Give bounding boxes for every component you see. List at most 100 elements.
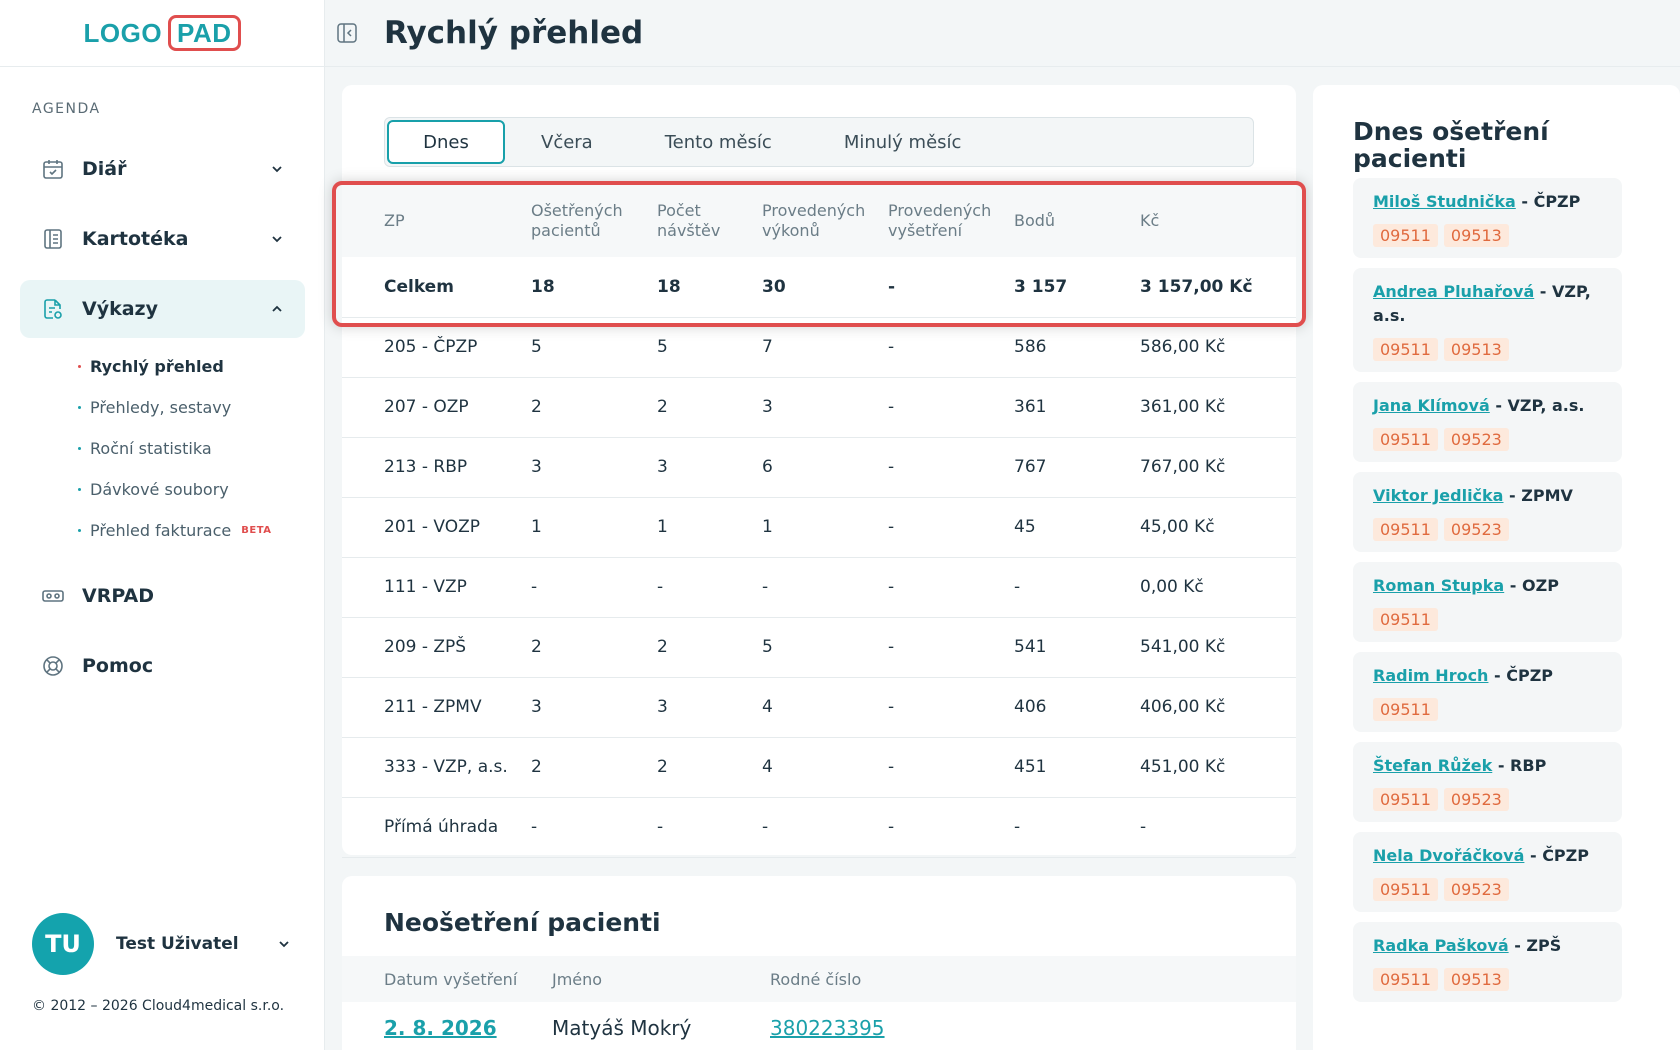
sub-item-prehledy[interactable]: Přehledy, sestavy xyxy=(20,387,305,428)
patient-line: Roman Stupka - OZP xyxy=(1373,574,1602,598)
sub-item-label: Přehled fakturace xyxy=(90,521,232,540)
table-cell: - xyxy=(531,797,657,858)
chevron-down-icon xyxy=(272,166,282,173)
page-title: Rychlý přehled xyxy=(384,15,644,51)
column-header: Provedených výkonů xyxy=(762,185,888,257)
tab-tento-mesic[interactable]: Tento měsíc xyxy=(664,131,772,153)
tab-vcera[interactable]: Včera xyxy=(541,131,593,153)
table-cell: 5 xyxy=(762,617,888,678)
table-cell: 3 157,00 Kč xyxy=(1140,257,1296,318)
sub-item-davkove-soubory[interactable]: Dávkové soubory xyxy=(20,469,305,510)
bullet-icon xyxy=(78,529,81,532)
patient-line: Andrea Pluhařová - VZP, a.s. xyxy=(1373,280,1602,328)
chevron-up-icon xyxy=(272,305,282,312)
logo-row: LOGO PAD xyxy=(0,0,324,67)
logo-box: PAD xyxy=(168,15,241,51)
birth-number-link[interactable]: 380223395 xyxy=(770,1016,885,1040)
procedure-code-badge: 09511 xyxy=(1373,698,1438,721)
untreated-title: Neošetření pacienti xyxy=(384,908,661,937)
table-cell: 111 - VZP xyxy=(342,557,531,618)
table-cell: 3 157 xyxy=(1014,257,1140,318)
table-cell: 1 xyxy=(531,497,657,558)
patient-insurance: - ČPZP xyxy=(1524,846,1589,865)
table-cell: - xyxy=(888,737,1014,798)
patient-name-link[interactable]: Roman Stupka xyxy=(1373,576,1505,595)
nav-item-vrpad[interactable]: VRPAD xyxy=(20,567,305,625)
sub-item-label: Rychlý přehled xyxy=(90,357,224,376)
table-cell: 5 xyxy=(657,317,762,378)
table-cell: 211 - ZPMV xyxy=(342,677,531,738)
nav-item-pomoc[interactable]: Pomoc xyxy=(20,637,305,695)
table-cell: 767 xyxy=(1014,437,1140,498)
nav-item-vykazy[interactable]: Výkazy xyxy=(20,280,305,338)
table-cell: 2 xyxy=(657,617,762,678)
patient-name-link[interactable]: Radka Pašková xyxy=(1373,936,1509,955)
bullet-icon xyxy=(78,488,81,491)
total-row: Celkem 18 18 30 - 3 157 3 157,00 Kč xyxy=(342,257,1296,318)
beta-badge: BETA xyxy=(241,525,272,536)
tab-dnes[interactable]: Dnes xyxy=(387,120,505,164)
nav-item-kartoteka[interactable]: Kartotéka xyxy=(20,210,305,268)
table-cell: 2 xyxy=(531,377,657,438)
table-cell: Přímá úhrada xyxy=(342,797,531,858)
patient-name-link[interactable]: Radim Hroch xyxy=(1373,666,1489,685)
column-header: Datum vyšetření xyxy=(384,970,518,989)
table-row: 211 - ZPMV 3 3 4-406 406,00 Kč xyxy=(342,677,1296,738)
subnav-vykazy: Rychlý přehled Přehledy, sestavy Roční s… xyxy=(20,346,305,551)
nav-item-diar[interactable]: Diář xyxy=(20,140,305,198)
table-cell: 1 xyxy=(657,497,762,558)
table-cell: - xyxy=(762,797,888,858)
untreated-header: Datum vyšetření Jméno Rodné číslo xyxy=(342,956,1296,1002)
patient-name-link[interactable]: Viktor Jedlička xyxy=(1373,486,1504,505)
table-cell: Celkem xyxy=(342,257,531,318)
table-cell: - xyxy=(888,797,1014,858)
user-menu[interactable]: TU Test Uživatel xyxy=(32,913,292,975)
procedure-codes: 09511 09523 xyxy=(1373,518,1602,541)
table-cell: 3 xyxy=(657,437,762,498)
sub-item-prehled-fakturace[interactable]: Přehled fakturace BETA xyxy=(20,510,305,551)
tab-minuly-mesic[interactable]: Minulý měsíc xyxy=(843,131,962,153)
nav-label: Pomoc xyxy=(82,655,154,677)
patient-insurance: - OZP xyxy=(1504,576,1559,595)
untreated-card: Neošetření pacienti Datum vyšetření Jmén… xyxy=(342,876,1296,1050)
patient-name-link[interactable]: Štefan Růžek xyxy=(1373,756,1493,775)
table-row: 209 - ZPŠ 2 2 5-541 541,00 Kč xyxy=(342,617,1296,678)
logo[interactable]: LOGO PAD xyxy=(83,15,241,51)
patient-insurance: - VZP, a.s. xyxy=(1373,282,1591,325)
table-cell: - xyxy=(888,437,1014,498)
logo-text: LOGO xyxy=(83,17,163,48)
procedure-code-badge: 09511 xyxy=(1373,608,1438,631)
table-cell: 18 xyxy=(657,257,762,318)
main-nav: Diář Kartotéka Výkazy Rychlý přehled Pře… xyxy=(20,140,305,707)
column-header: Provedených vyšetření xyxy=(888,185,1014,257)
calendar-icon xyxy=(40,156,66,182)
procedure-code-badge: 09511 xyxy=(1373,518,1438,541)
sub-item-rychly-prehled[interactable]: Rychlý přehled xyxy=(20,346,305,387)
nav-label: Diář xyxy=(82,158,127,180)
column-header: Rodné číslo xyxy=(770,970,862,989)
table-cell: 767,00 Kč xyxy=(1140,437,1296,498)
patient-name-link[interactable]: Andrea Pluhařová xyxy=(1373,282,1535,301)
chevron-down-icon xyxy=(272,236,282,243)
patient-line: Radka Pašková - ZPŠ xyxy=(1373,934,1602,958)
procedure-code-badge: 09513 xyxy=(1443,338,1509,361)
exam-date-link[interactable]: 2. 8. 2026 xyxy=(384,1016,497,1040)
sidebar-toggle-icon[interactable] xyxy=(336,22,358,44)
patient-name-link[interactable]: Nela Dvořáčková xyxy=(1373,846,1525,865)
patient-line: Jana Klímová - VZP, a.s. xyxy=(1373,394,1602,418)
sub-item-label: Přehledy, sestavy xyxy=(90,398,232,417)
procedure-codes: 09511 09523 xyxy=(1373,428,1602,451)
table-cell: 541 xyxy=(1014,617,1140,678)
table-cell: 586,00 Kč xyxy=(1140,317,1296,378)
patient-line: Viktor Jedlička - ZPMV xyxy=(1373,484,1602,508)
table-cell: 30 xyxy=(762,257,888,318)
patient-insurance: - ČPZP xyxy=(1488,666,1554,685)
bullet-icon xyxy=(78,406,81,409)
patient-name-link[interactable]: Miloš Studnička xyxy=(1373,192,1516,211)
period-tabs: Dnes Včera Tento měsíc Minulý měsíc xyxy=(384,117,1254,167)
patient-insurance: - ČPZP xyxy=(1515,192,1581,211)
procedure-code-badge: 09523 xyxy=(1443,788,1509,811)
patient-name-link[interactable]: Jana Klímová xyxy=(1373,396,1490,415)
sub-item-rocni-statistika[interactable]: Roční statistika xyxy=(20,428,305,469)
table-row: 205 - ČPZP 5 5 7-586 586,00 Kč xyxy=(342,317,1296,378)
